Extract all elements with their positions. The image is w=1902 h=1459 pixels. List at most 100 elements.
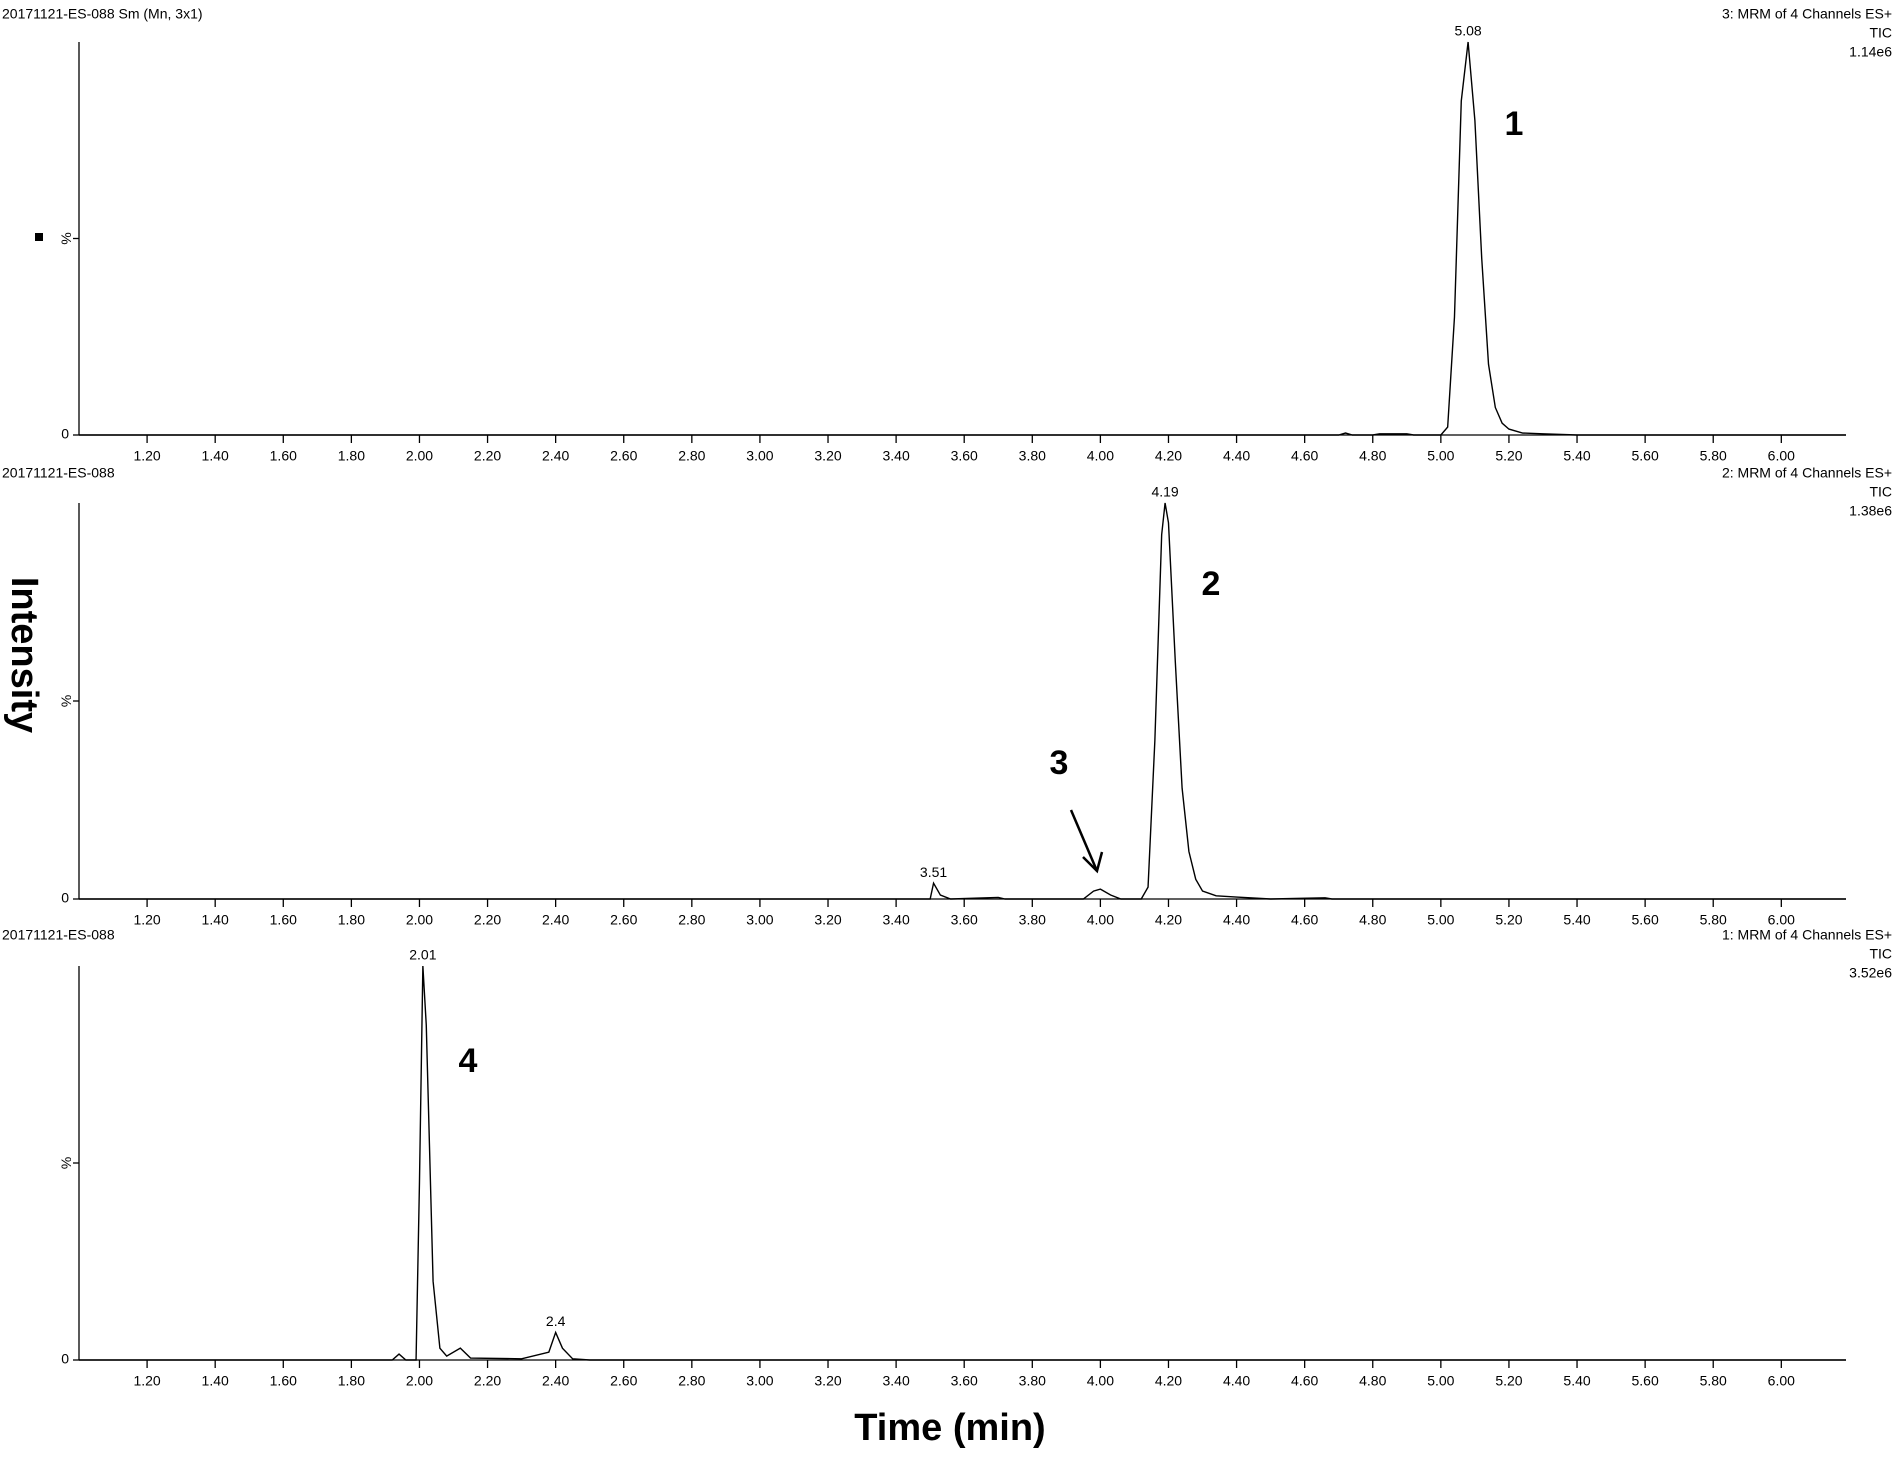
x-tick-label: 3.20 bbox=[814, 448, 841, 464]
x-tick-label: 4.40 bbox=[1223, 912, 1250, 928]
x-tick-label: 3.40 bbox=[882, 912, 909, 928]
x-tick-label: 5.00 bbox=[1427, 1373, 1454, 1389]
x-tick-label: 4.60 bbox=[1291, 448, 1318, 464]
trace-line bbox=[79, 502, 1846, 900]
y-tick-label: % bbox=[58, 1157, 74, 1169]
channel-label: 1: MRM of 4 Channels ES+ bbox=[1722, 927, 1892, 943]
x-tick-label: 5.20 bbox=[1495, 1373, 1522, 1389]
peak-label: 4.19 bbox=[1151, 484, 1178, 500]
x-tick-label: 4.20 bbox=[1155, 448, 1182, 464]
x-tick-label: 3.60 bbox=[951, 912, 978, 928]
x-tick-label: 5.00 bbox=[1427, 912, 1454, 928]
x-tick-label: 3.60 bbox=[951, 1373, 978, 1389]
x-tick-label: 5.80 bbox=[1700, 912, 1727, 928]
peak-label: 5.08 bbox=[1454, 23, 1481, 39]
arrow-head bbox=[1082, 851, 1104, 874]
peak-annotation: 3 bbox=[1050, 744, 1069, 782]
y-tick-label: 0 bbox=[61, 1351, 69, 1367]
x-tick-label: 5.20 bbox=[1495, 912, 1522, 928]
y-axis-label: Intensity bbox=[3, 577, 45, 733]
x-tick-label: 2.80 bbox=[678, 912, 705, 928]
trace-line bbox=[79, 41, 1846, 436]
x-tick-label: 1.80 bbox=[338, 448, 365, 464]
x-tick-label: 3.40 bbox=[882, 448, 909, 464]
scale-label: 1.14e6 bbox=[1849, 44, 1892, 60]
panel-title: 20171121-ES-088 bbox=[2, 465, 115, 481]
x-tick-label: 6.00 bbox=[1768, 448, 1795, 464]
peak-annotation: 2 bbox=[1202, 565, 1221, 603]
trace-label: TIC bbox=[1869, 25, 1892, 41]
peak-annotation: 1 bbox=[1505, 105, 1524, 143]
x-tick-label: 1.40 bbox=[202, 1373, 229, 1389]
x-tick-label: 4.20 bbox=[1155, 1373, 1182, 1389]
x-tick-label: 2.20 bbox=[474, 448, 501, 464]
x-tick-label: 4.60 bbox=[1291, 912, 1318, 928]
x-tick-label: 5.40 bbox=[1563, 448, 1590, 464]
scale-label: 1.38e6 bbox=[1849, 503, 1892, 519]
peak-label: 2.01 bbox=[409, 947, 436, 963]
x-tick-label: 2.00 bbox=[406, 1373, 433, 1389]
x-tick-label: 1.40 bbox=[202, 912, 229, 928]
x-tick-label: 4.80 bbox=[1359, 1373, 1386, 1389]
x-tick-label: 2.40 bbox=[542, 912, 569, 928]
x-tick-label: 4.60 bbox=[1291, 1373, 1318, 1389]
trace-line bbox=[79, 965, 1846, 1361]
x-tick-label: 5.40 bbox=[1563, 912, 1590, 928]
x-axis-label: Time (min) bbox=[854, 1407, 1045, 1449]
x-tick-label: 4.80 bbox=[1359, 912, 1386, 928]
panel-title: 20171121-ES-088 Sm (Mn, 3x1) bbox=[2, 6, 203, 22]
x-tick-label: 3.80 bbox=[1019, 1373, 1046, 1389]
x-tick-label: 3.20 bbox=[814, 912, 841, 928]
x-tick-label: 1.20 bbox=[133, 448, 160, 464]
x-tick-label: 1.60 bbox=[270, 448, 297, 464]
x-tick-label: 2.60 bbox=[610, 1373, 637, 1389]
y-tick-label: % bbox=[58, 232, 74, 244]
x-tick-label: 5.80 bbox=[1700, 448, 1727, 464]
peak-label: 3.51 bbox=[920, 864, 947, 880]
x-tick-label: 4.00 bbox=[1087, 1373, 1114, 1389]
arrow bbox=[1069, 809, 1099, 872]
x-tick-label: 5.60 bbox=[1632, 912, 1659, 928]
x-tick-label: 2.80 bbox=[678, 1373, 705, 1389]
x-tick-label: 2.00 bbox=[406, 912, 433, 928]
x-tick-label: 1.40 bbox=[202, 448, 229, 464]
x-tick-label: 2.40 bbox=[542, 448, 569, 464]
x-tick-label: 5.80 bbox=[1700, 1373, 1727, 1389]
x-tick-label: 5.60 bbox=[1632, 448, 1659, 464]
x-tick-label: 5.40 bbox=[1563, 1373, 1590, 1389]
x-tick-label: 5.20 bbox=[1495, 448, 1522, 464]
x-tick-label: 1.60 bbox=[270, 1373, 297, 1389]
x-tick-label: 6.00 bbox=[1768, 1373, 1795, 1389]
x-tick-label: 2.00 bbox=[406, 448, 433, 464]
x-tick-label: 4.00 bbox=[1087, 448, 1114, 464]
panel-title: 20171121-ES-088 bbox=[2, 927, 115, 943]
x-tick-label: 3.00 bbox=[746, 912, 773, 928]
x-tick-label: 3.20 bbox=[814, 1373, 841, 1389]
x-tick-label: 3.80 bbox=[1019, 912, 1046, 928]
peak-label: 2.4 bbox=[546, 1313, 566, 1329]
x-tick-label: 1.60 bbox=[270, 912, 297, 928]
y-tick-label: 0 bbox=[61, 890, 69, 906]
y-tick-label: % bbox=[58, 695, 74, 707]
x-tick-label: 2.60 bbox=[610, 912, 637, 928]
x-tick-label: 6.00 bbox=[1768, 912, 1795, 928]
x-tick-label: 3.00 bbox=[746, 1373, 773, 1389]
x-tick-label: 5.60 bbox=[1632, 1373, 1659, 1389]
x-tick-label: 3.60 bbox=[951, 448, 978, 464]
x-tick-label: 2.20 bbox=[474, 912, 501, 928]
x-tick-label: 4.00 bbox=[1087, 912, 1114, 928]
channel-label: 2: MRM of 4 Channels ES+ bbox=[1722, 465, 1892, 481]
x-tick-label: 1.80 bbox=[338, 912, 365, 928]
x-tick-label: 1.80 bbox=[338, 1373, 365, 1389]
y-tick-label: 0 bbox=[61, 426, 69, 442]
trace-label: TIC bbox=[1869, 946, 1892, 962]
x-tick-label: 5.00 bbox=[1427, 448, 1454, 464]
trace-label: TIC bbox=[1869, 484, 1892, 500]
x-tick-label: 3.80 bbox=[1019, 448, 1046, 464]
x-tick-label: 3.40 bbox=[882, 1373, 909, 1389]
channel-label: 3: MRM of 4 Channels ES+ bbox=[1722, 6, 1892, 22]
x-tick-label: 2.40 bbox=[542, 1373, 569, 1389]
x-tick-label: 2.60 bbox=[610, 448, 637, 464]
x-tick-label: 4.40 bbox=[1223, 448, 1250, 464]
